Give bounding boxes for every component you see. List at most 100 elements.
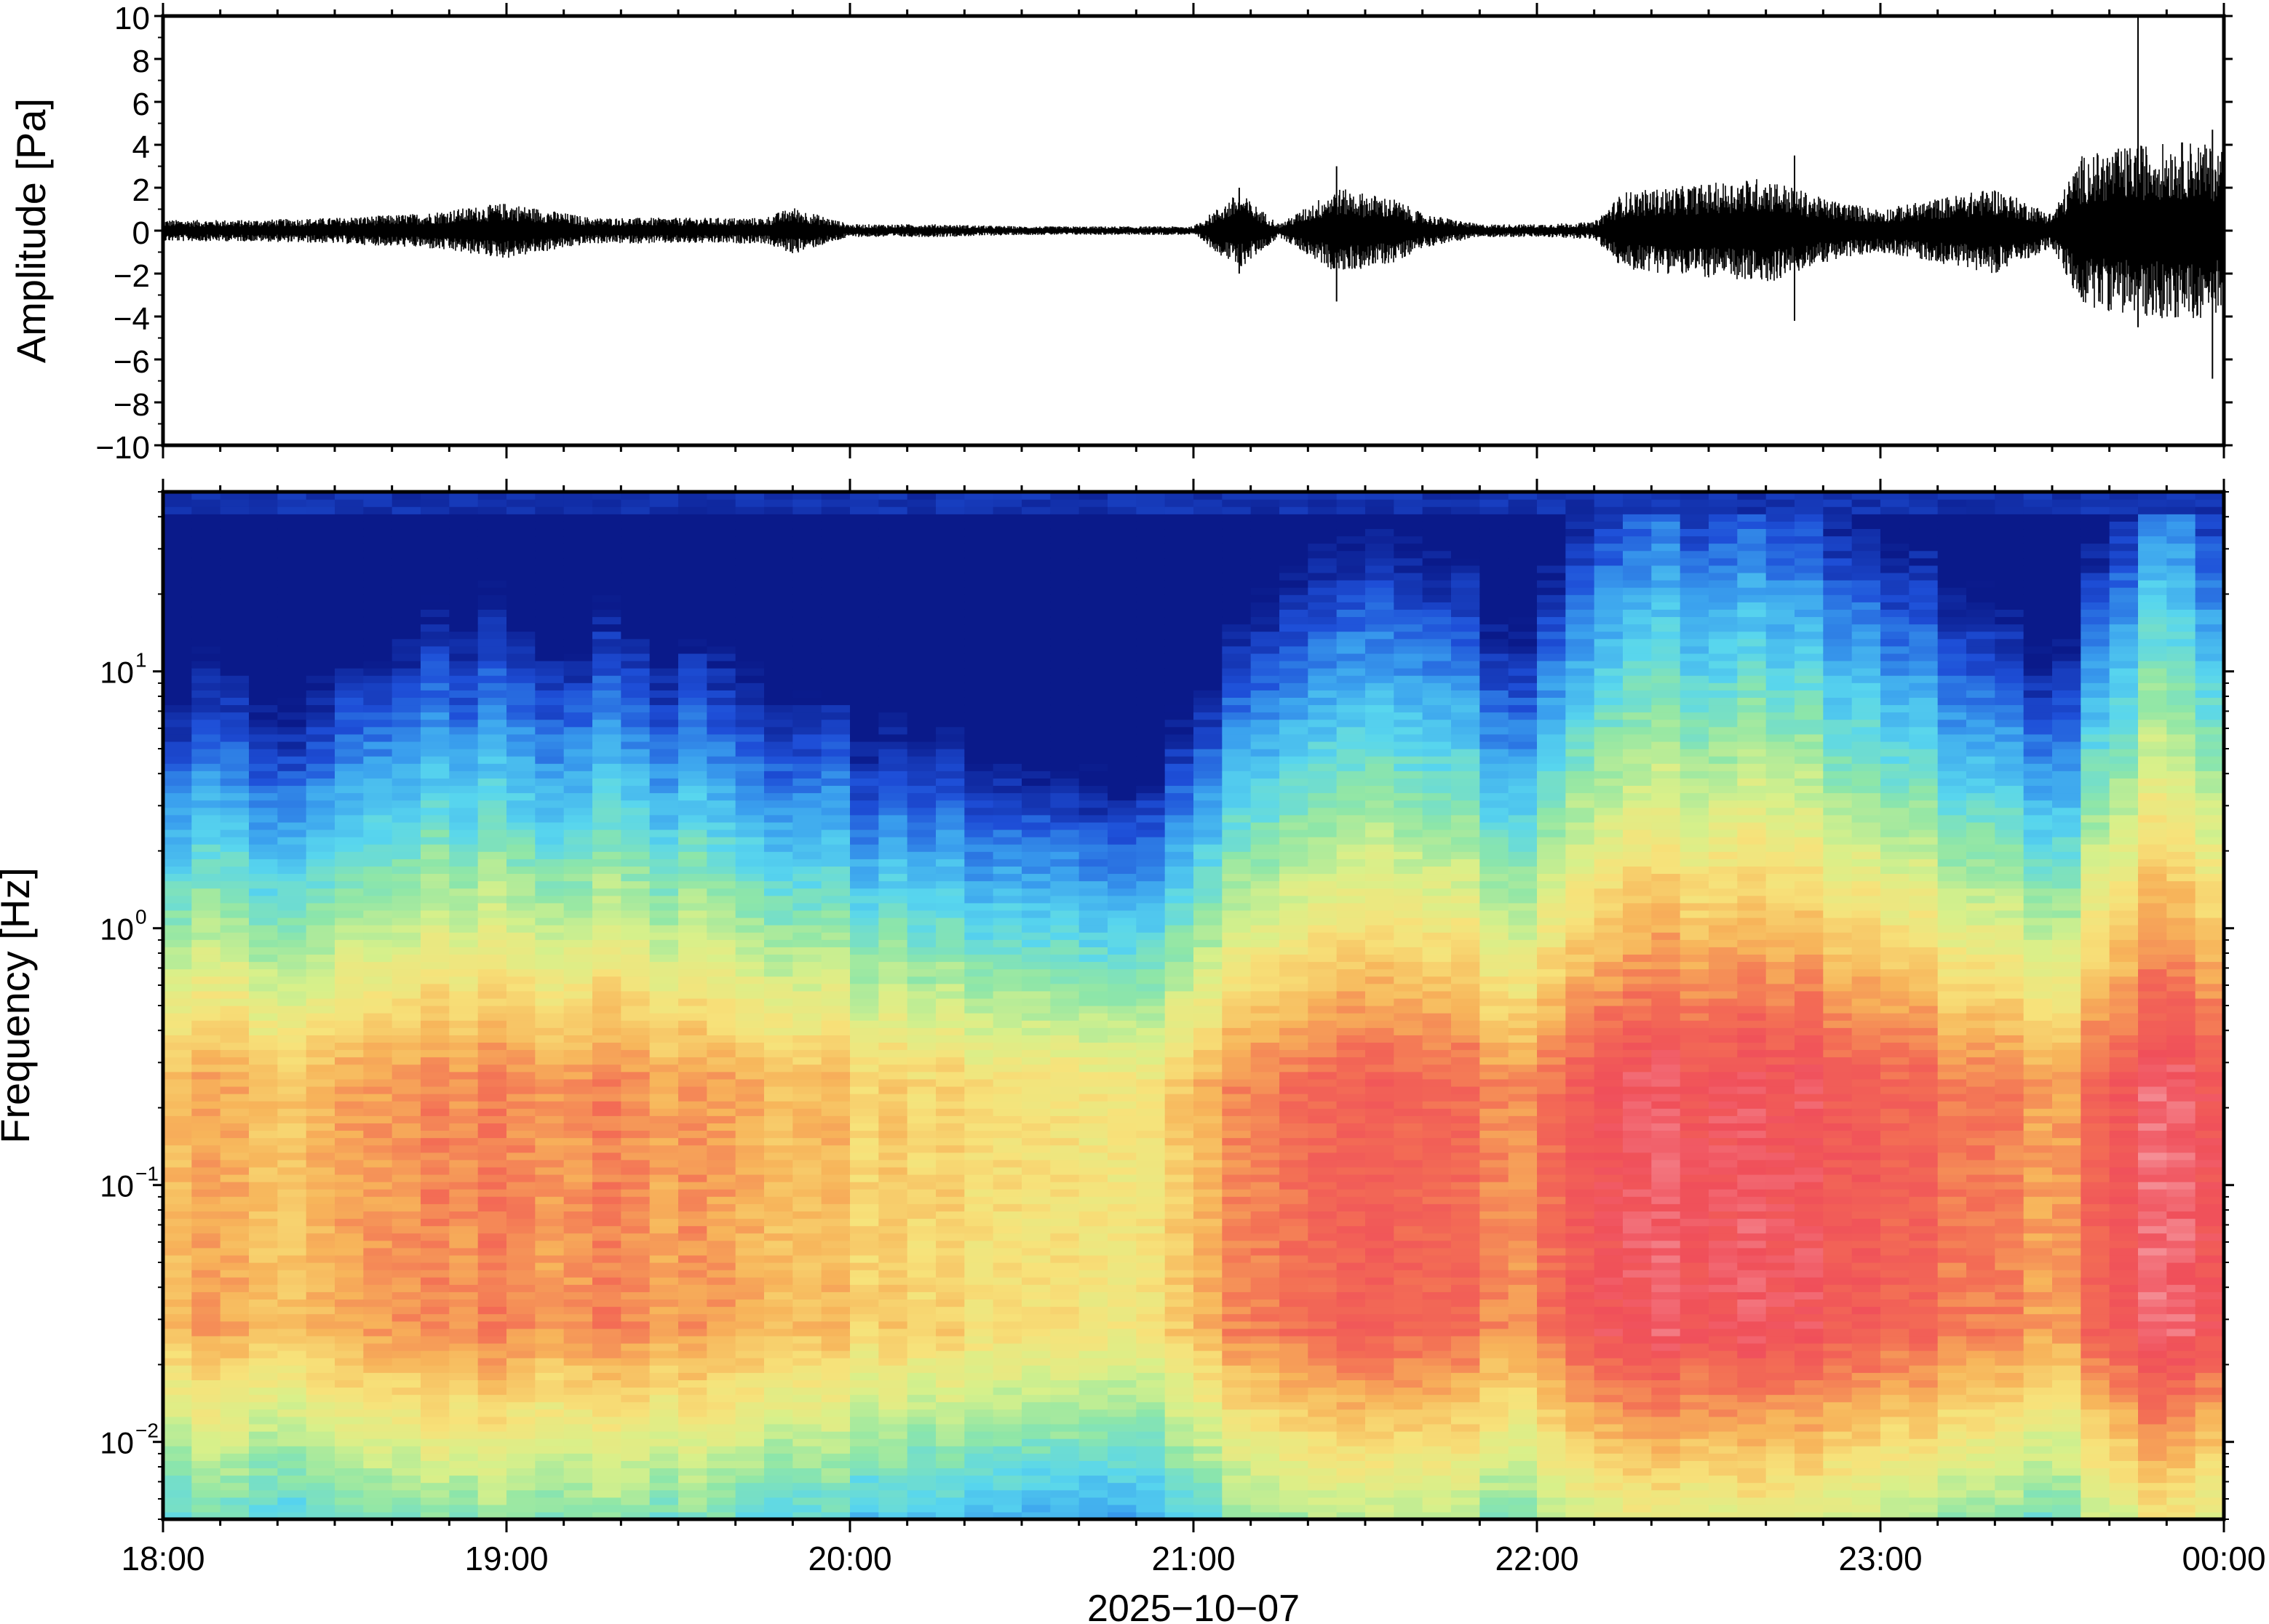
spectrogram-cell: [306, 1049, 335, 1058]
spectrogram-cell: [1108, 624, 1137, 632]
spectrogram-cell: [936, 939, 965, 947]
spectrogram-cell: [1108, 550, 1137, 559]
spectrogram-cell: [477, 1291, 507, 1300]
spectrogram-cell: [764, 1372, 793, 1380]
spectrogram-cell: [191, 1240, 221, 1249]
spectrogram-cell: [850, 609, 879, 618]
spectrogram-cell: [649, 1313, 679, 1322]
spectrogram-cell: [1136, 1152, 1166, 1161]
spectrogram-cell: [363, 844, 393, 852]
spectrogram-cell: [592, 1511, 621, 1519]
spectrogram-cell: [821, 1446, 851, 1454]
spectrogram-cell: [878, 587, 908, 595]
spectrogram-cell: [878, 961, 908, 970]
spectrogram-cell: [363, 1380, 393, 1388]
spectrogram-cell: [735, 1137, 765, 1146]
spectrogram-cell: [449, 1027, 479, 1035]
spectrogram-cell: [878, 1078, 908, 1087]
spectrogram-cell: [335, 837, 364, 845]
spectrogram-cell: [993, 616, 1022, 625]
spectrogram-cell: [535, 800, 565, 808]
spectrogram-cell: [936, 990, 965, 999]
spectrogram-cell: [993, 1313, 1022, 1322]
spectrogram-cell: [1022, 1446, 1051, 1454]
spectrogram-cell: [850, 925, 879, 933]
spectrogram-cell: [535, 983, 565, 992]
spectrogram-cell: [506, 1306, 536, 1315]
spectrogram-cell: [792, 829, 822, 837]
spectrogram-cell: [792, 653, 822, 661]
spectrogram-cell: [592, 1254, 621, 1263]
spectrogram-cell: [1050, 565, 1080, 573]
spectrogram-cell: [621, 925, 651, 933]
spectrogram-cell: [936, 1013, 965, 1021]
spectrogram-cell: [1136, 1086, 1166, 1094]
spectrogram-cell: [1136, 1291, 1166, 1300]
spectrogram-cell: [878, 1380, 908, 1388]
spectrogram-cell: [792, 675, 822, 683]
spectrogram-cell: [335, 1233, 364, 1241]
spectrogram-cell: [707, 1123, 736, 1131]
spectrogram-cell: [964, 976, 994, 984]
spectrogram-cell: [535, 733, 565, 742]
spectrogram-cell: [850, 1372, 879, 1380]
spectrogram-cell: [335, 1401, 364, 1410]
spectrogram-cell: [850, 983, 879, 992]
spectrogram-cell: [936, 1218, 965, 1227]
spectrogram-cell: [821, 1350, 851, 1358]
spectrogram-cell: [707, 528, 736, 537]
spectrogram-cell: [506, 726, 536, 735]
spectrogram-cell: [678, 1394, 707, 1403]
spectrogram-cell: [907, 902, 937, 911]
spectrogram-cell: [735, 1321, 765, 1329]
spectrogram-cell: [1050, 1166, 1080, 1175]
spectrogram-cell: [678, 932, 707, 940]
spectrogram-cell: [821, 800, 851, 808]
spectrogram-cell: [392, 917, 421, 926]
spectrogram-cell: [707, 1446, 736, 1454]
spectrogram-cell: [449, 1270, 479, 1278]
spectrogram-cell: [506, 1115, 536, 1123]
spectrogram-cell: [392, 536, 421, 544]
spectrogram-cell: [936, 557, 965, 566]
waveform-y-tick-label: 2: [132, 172, 150, 208]
spectrogram-cell: [821, 1416, 851, 1425]
spectrogram-cell: [1078, 778, 1108, 787]
spectrogram-cell: [1108, 756, 1137, 764]
spectrogram-cell: [649, 792, 679, 801]
spectrogram-cell: [421, 631, 450, 640]
spectrogram-cell: [993, 1372, 1022, 1380]
spectrogram-cell: [678, 880, 707, 889]
spectrogram-cell: [220, 983, 250, 992]
spectrogram-cell: [421, 565, 450, 573]
spectrogram-cell: [1108, 1430, 1137, 1439]
spectrogram-cell: [936, 565, 965, 573]
spectrogram-cell: [735, 572, 765, 581]
spectrogram-cell: [220, 492, 250, 500]
spectrogram-cell: [535, 1101, 565, 1109]
spectrogram-cell: [421, 1042, 450, 1051]
spectrogram-cell: [563, 602, 593, 610]
spectrogram-cell: [907, 557, 937, 566]
spectrogram-cell: [850, 587, 879, 595]
spectrogram-cell: [1050, 1313, 1080, 1322]
spectrogram-cell: [477, 616, 507, 625]
spectrogram-cell: [649, 1049, 679, 1058]
spectrogram-cell: [449, 602, 479, 610]
spectrogram-cell: [707, 925, 736, 933]
spectrogram-cell: [936, 580, 965, 588]
spectrogram-cell: [735, 778, 765, 787]
spectrogram-cell: [249, 1313, 278, 1322]
spectrogram-cell: [1108, 909, 1137, 918]
spectrogram-cell: [1108, 800, 1137, 808]
spectrogram-cell: [477, 660, 507, 669]
spectrogram-cell: [421, 785, 450, 794]
spectrogram-cell: [678, 1475, 707, 1484]
spectrogram-cell: [1050, 947, 1080, 955]
spectrogram-cell: [792, 983, 822, 992]
spectrogram-cell: [850, 851, 879, 859]
spectrogram-cell: [249, 1123, 278, 1131]
spectrogram-cell: [764, 1108, 793, 1116]
spectrogram-cell: [449, 1372, 479, 1380]
spectrogram-cell: [306, 763, 335, 771]
